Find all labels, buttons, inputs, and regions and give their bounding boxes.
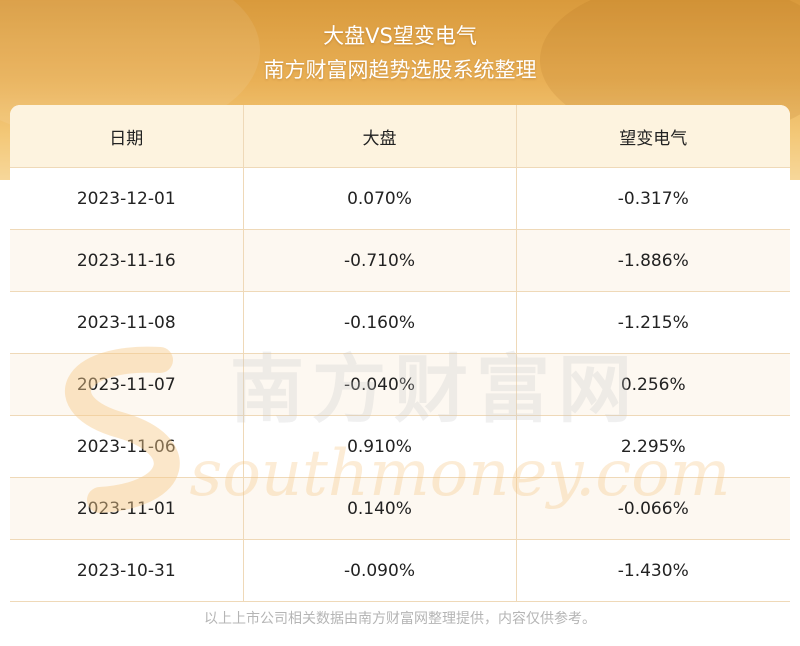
footer-disclaimer: 以上上市公司相关数据由南方财富网整理提供，内容仅供参考。 bbox=[204, 611, 596, 627]
date-cell: 2023-11-06 bbox=[10, 415, 243, 478]
stock-change-cell: -1.215% bbox=[515, 291, 790, 354]
market-change-cell: -0.040% bbox=[242, 353, 516, 416]
date-cell: 2023-11-16 bbox=[10, 229, 243, 292]
table-row: 2023-12-01 0.070% -0.317% bbox=[10, 167, 790, 230]
stock-change-cell: -0.317% bbox=[515, 167, 790, 230]
date-cell: 2023-11-07 bbox=[10, 353, 243, 416]
stock-change-cell: -0.066% bbox=[515, 477, 790, 540]
market-change-cell: -0.160% bbox=[242, 291, 516, 354]
page-title: 大盘VS望变电气 bbox=[323, 24, 477, 48]
market-change-cell: 0.140% bbox=[242, 477, 516, 540]
market-change-cell: -0.710% bbox=[242, 229, 516, 292]
market-change-cell: 0.910% bbox=[242, 415, 516, 478]
stock-change-cell: -1.886% bbox=[515, 229, 790, 292]
column-header-market: 大盘 bbox=[242, 105, 516, 168]
table-row: 2023-11-08 -0.160% -1.215% bbox=[10, 291, 790, 354]
stock-change-cell: -1.430% bbox=[515, 539, 790, 602]
market-change-cell: 0.070% bbox=[242, 167, 516, 230]
table-row: 2023-11-07 -0.040% 0.256% bbox=[10, 353, 790, 416]
page-subtitle: 南方财富网趋势选股系统整理 bbox=[263, 58, 537, 82]
comparison-table: 日期 大盘 望变电气 2023-12-01 0.070% -0.317% 202… bbox=[10, 105, 790, 602]
date-cell: 2023-11-01 bbox=[10, 477, 243, 540]
stock-change-cell: 0.256% bbox=[515, 353, 790, 416]
table-row: 2023-11-01 0.140% -0.066% bbox=[10, 477, 790, 540]
table-card: 日期 大盘 望变电气 2023-12-01 0.070% -0.317% 202… bbox=[10, 105, 790, 602]
table-row: 2023-11-16 -0.710% -1.886% bbox=[10, 229, 790, 292]
date-cell: 2023-12-01 bbox=[10, 167, 243, 230]
table-row: 2023-10-31 -0.090% -1.430% bbox=[10, 539, 790, 602]
table-header-row: 日期 大盘 望变电气 bbox=[10, 105, 790, 168]
date-cell: 2023-11-08 bbox=[10, 291, 243, 354]
column-header-stock: 望变电气 bbox=[515, 105, 790, 168]
market-change-cell: -0.090% bbox=[242, 539, 516, 602]
column-header-date: 日期 bbox=[10, 105, 243, 168]
table-row: 2023-11-06 0.910% 2.295% bbox=[10, 415, 790, 478]
stock-change-cell: 2.295% bbox=[515, 415, 790, 478]
date-cell: 2023-10-31 bbox=[10, 539, 243, 602]
